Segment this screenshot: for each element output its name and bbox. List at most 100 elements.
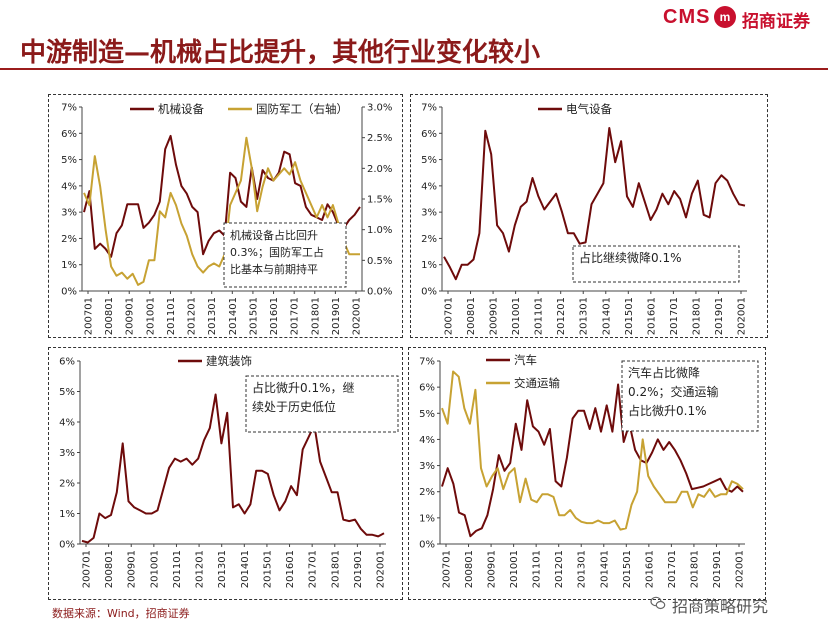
x-tick-label: 201801 <box>310 297 321 335</box>
series-line-1 <box>83 134 361 258</box>
y-tick-label-left: 0% <box>61 287 77 298</box>
y-tick-label-left: 2% <box>61 234 77 245</box>
annotation-box <box>572 245 740 283</box>
x-tick-label: 200801 <box>466 297 477 335</box>
y-tick-label-right: 2.5% <box>367 133 392 144</box>
y-tick-label-left: 0% <box>421 287 437 298</box>
annotation-box <box>223 222 347 288</box>
y-tick-label-left: 4% <box>59 418 75 429</box>
chart-machinery-defense: 0% 1% 2% 3% 4% 5% 6% 7% 0.0% 0.5% 1.0% 1.5% 2.0% 2.5%… <box>61 102 392 335</box>
y-tick-label-left: 1% <box>421 260 437 271</box>
x-tick-label: 201301 <box>207 297 218 335</box>
legend-label: 建筑装饰 <box>206 354 252 368</box>
y-tick-label-left: 2% <box>59 479 75 490</box>
y-tick-label-left: 0% <box>59 540 75 551</box>
x-tick-label: 201501 <box>624 297 635 335</box>
y-tick-label-left: 1% <box>59 509 75 520</box>
x-tick-label: 201701 <box>308 550 319 588</box>
x-tick-label: 201101 <box>166 297 177 335</box>
x-tick-label: 201101 <box>172 550 183 588</box>
x-tick-label: 201301 <box>217 550 228 588</box>
x-tick-label: 201901 <box>714 297 725 335</box>
annotation-text: 机械设备占比回升 <box>230 228 318 242</box>
x-tick-label: 200701 <box>84 297 95 335</box>
x-tick-label: 202001 <box>737 297 748 335</box>
x-tick-label: 200901 <box>125 297 136 335</box>
legend-label: 机械设备 <box>158 102 204 116</box>
y-tick-label-left: 2% <box>419 487 435 498</box>
y-tick-label-left: 4% <box>421 181 437 192</box>
x-tick-label: 201201 <box>187 297 198 335</box>
x-tick-label: 202001 <box>352 297 363 335</box>
y-tick-label-right: 0.5% <box>367 256 392 267</box>
annotation-text: 汽车占比微降 <box>628 365 700 380</box>
y-tick-label-left: 6% <box>61 129 77 140</box>
annotation-text: 占比继续微降0.1% <box>579 250 682 265</box>
x-tick-label: 201701 <box>290 297 301 335</box>
annotation-text: 占比微升0.1%，继 <box>252 380 355 395</box>
x-tick-label: 200801 <box>104 550 115 588</box>
x-tick-label: 200801 <box>464 550 475 588</box>
legend-label: 汽车 <box>514 353 537 367</box>
x-tick-label: 201601 <box>285 550 296 588</box>
x-tick-label: 201201 <box>554 550 565 588</box>
annotation-box <box>621 360 759 432</box>
y-tick-label-right: 0.0% <box>367 287 392 298</box>
y-tick-label-left: 5% <box>419 409 435 420</box>
x-tick-label: 201401 <box>601 297 612 335</box>
y-tick-label-left: 4% <box>61 181 77 192</box>
x-tick-label: 201101 <box>534 297 545 335</box>
x-tick-label: 200801 <box>104 297 115 335</box>
annotation-box <box>245 375 399 433</box>
y-tick-label-left: 6% <box>59 357 75 368</box>
data-source-note: 数据来源：Wind，招商证券 <box>52 607 190 620</box>
series-line-2 <box>83 136 360 286</box>
x-tick-label: 200701 <box>442 550 453 588</box>
x-tick-label: 201101 <box>532 550 543 588</box>
x-tick-label: 201301 <box>579 297 590 335</box>
title-divider <box>0 68 828 70</box>
x-tick-label: 201501 <box>622 550 633 588</box>
y-tick-label-left: 5% <box>59 387 75 398</box>
y-tick-label-left: 4% <box>419 435 435 446</box>
y-tick-label-left: 1% <box>61 260 77 271</box>
x-tick-label: 201401 <box>228 297 239 335</box>
x-tick-label: 201601 <box>644 550 655 588</box>
x-tick-label: 201901 <box>331 297 342 335</box>
panel-frame-2 <box>410 94 768 338</box>
x-tick-label: 201401 <box>599 550 610 588</box>
x-tick-label: 201801 <box>330 550 341 588</box>
y-tick-label-right: 1.0% <box>367 225 392 236</box>
y-tick-label-left: 3% <box>419 461 435 472</box>
series-line-1 <box>441 383 744 538</box>
panel-frame-4 <box>408 347 766 600</box>
series-line-2 <box>441 370 744 531</box>
x-tick-label: 202001 <box>376 550 387 588</box>
annotation-text: 0.2%；交通运输 <box>628 384 719 399</box>
panel-frame-1 <box>48 94 403 338</box>
y-tick-label-left: 2% <box>421 234 437 245</box>
x-tick-label: 201001 <box>511 297 522 335</box>
y-tick-label-right: 3.0% <box>367 103 392 114</box>
panel-frame-3 <box>48 347 403 600</box>
x-tick-label: 201701 <box>667 550 678 588</box>
y-tick-label-left: 7% <box>61 103 77 114</box>
x-tick-label: 201601 <box>269 297 280 335</box>
x-tick-label: 200901 <box>487 550 498 588</box>
y-tick-label-left: 6% <box>419 383 435 394</box>
annotation-text: 占比微升0.1% <box>628 403 707 418</box>
x-tick-label: 201801 <box>689 550 700 588</box>
x-tick-label: 201001 <box>509 550 520 588</box>
series-line-1 <box>443 127 746 281</box>
wechat-icon <box>650 596 666 610</box>
y-tick-label-left: 0% <box>419 540 435 551</box>
y-tick-label-left: 1% <box>419 513 435 524</box>
y-tick-label-right: 2.0% <box>367 164 392 175</box>
y-tick-label-right: 1.5% <box>367 195 392 206</box>
x-tick-label: 200701 <box>82 550 93 588</box>
x-tick-label: 201701 <box>669 297 680 335</box>
logo-cms: CMS <box>663 6 711 28</box>
y-tick-label-left: 7% <box>421 103 437 114</box>
x-tick-label: 201501 <box>248 297 259 335</box>
x-tick-label: 201201 <box>556 297 567 335</box>
